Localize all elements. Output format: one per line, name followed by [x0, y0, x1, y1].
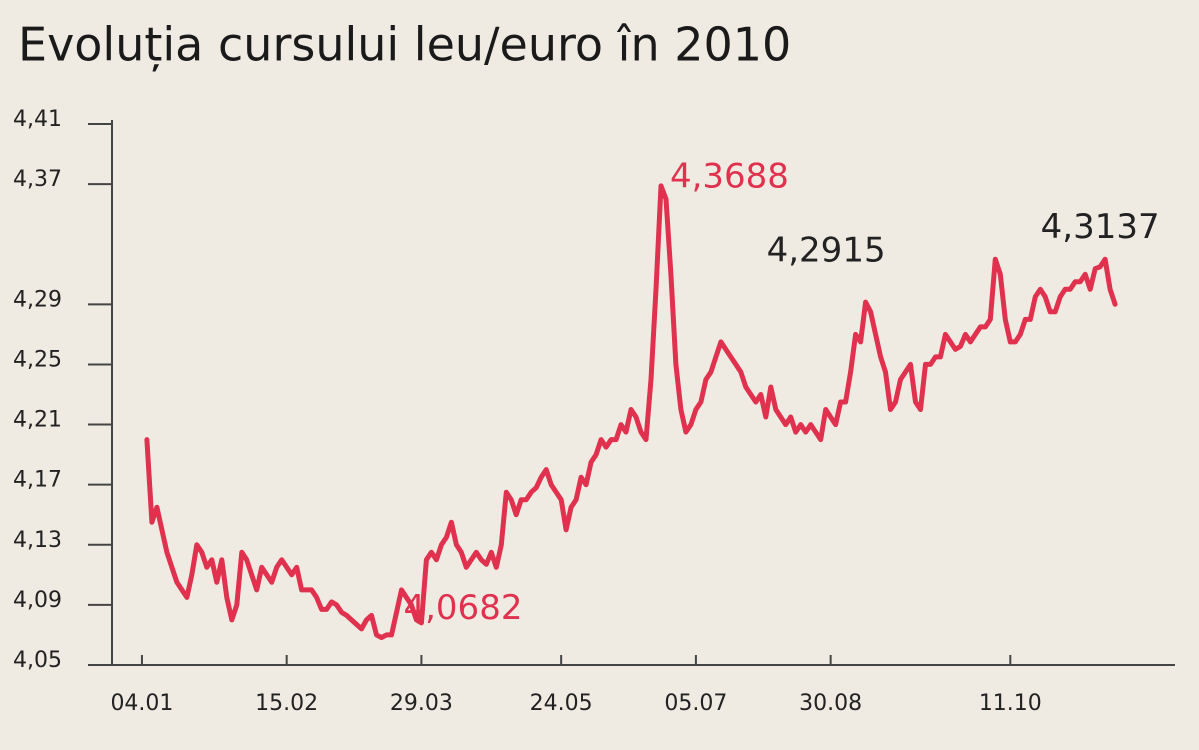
x-tick-label: 15.02 — [255, 691, 318, 716]
y-tick-label: 4,37 — [13, 167, 62, 192]
y-tick-label: 4,09 — [13, 588, 62, 613]
y-tick-label: 4,21 — [13, 408, 62, 433]
x-tick-label: 30.08 — [799, 691, 862, 716]
x-tick-label: 05.07 — [664, 691, 727, 716]
chart-title: Evoluția cursului leu/euro în 2010 — [18, 18, 791, 73]
x-tick-label: 29.03 — [390, 691, 453, 716]
y-tick-label: 4,13 — [13, 528, 62, 553]
annotation: 4,2915 — [767, 231, 886, 271]
y-tick-label: 4,29 — [13, 287, 62, 312]
y-tick-label: 4,25 — [13, 347, 62, 372]
annotation: 4,3688 — [670, 156, 789, 196]
y-tick-label: 4,05 — [13, 648, 62, 673]
annotation: 4,3137 — [1041, 207, 1160, 247]
annotation: 4,0682 — [403, 588, 522, 628]
line-series — [144, 183, 1118, 641]
y-tick-label: 4,41 — [13, 107, 62, 132]
x-tick-label: 04.01 — [110, 691, 173, 716]
x-tick-label: 24.05 — [530, 691, 593, 716]
x-tick-label: 11.10 — [979, 691, 1042, 716]
y-tick-label: 4,17 — [13, 468, 62, 493]
